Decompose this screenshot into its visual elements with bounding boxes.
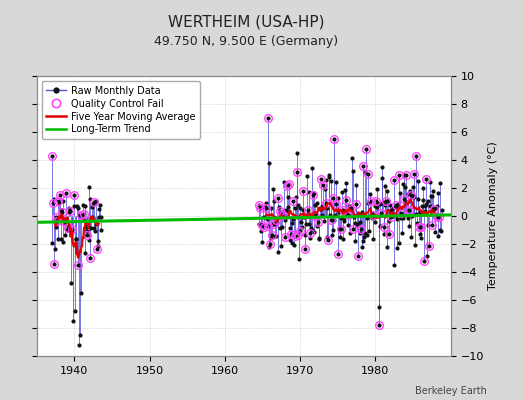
Text: 49.750 N, 9.500 E (Germany): 49.750 N, 9.500 E (Germany) [154,36,339,48]
Y-axis label: Temperature Anomaly (°C): Temperature Anomaly (°C) [488,142,498,290]
Text: WERTHEIM (USA-HP): WERTHEIM (USA-HP) [168,14,324,30]
Legend: Raw Monthly Data, Quality Control Fail, Five Year Moving Average, Long-Term Tren: Raw Monthly Data, Quality Control Fail, … [41,81,200,139]
Text: Berkeley Earth: Berkeley Earth [416,386,487,396]
